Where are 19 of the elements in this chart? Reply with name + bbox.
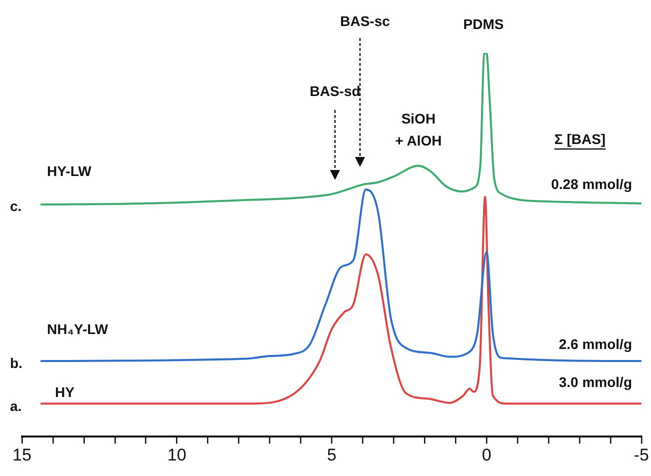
annotation: 3.0 mmol/g bbox=[558, 374, 632, 390]
x-tick-label: 5 bbox=[326, 445, 336, 464]
annotation: PDMS bbox=[463, 16, 504, 32]
text: c. bbox=[10, 198, 22, 214]
x-tick-label: 15 bbox=[12, 445, 32, 464]
x-tick-label: 0 bbox=[482, 445, 492, 464]
text: a. bbox=[10, 398, 22, 414]
series-label: HY bbox=[55, 384, 76, 400]
series-label: HY-LW bbox=[47, 162, 92, 179]
text: BAS-sc bbox=[340, 12, 390, 29]
series-label: NH₄Y-LW bbox=[47, 320, 109, 337]
x-tick-label: 10 bbox=[167, 445, 186, 464]
annotation: SiOH + AlOH bbox=[395, 110, 442, 149]
annotation: Σ [BAS] bbox=[554, 130, 606, 147]
annotation: BAS-sd bbox=[310, 82, 360, 99]
x-tick-label: -5 bbox=[634, 445, 650, 464]
annotation: b. bbox=[10, 354, 22, 371]
annotation: 2.6 mmol/g bbox=[558, 336, 632, 352]
annotation: 0.28 mmol/g bbox=[551, 176, 632, 192]
